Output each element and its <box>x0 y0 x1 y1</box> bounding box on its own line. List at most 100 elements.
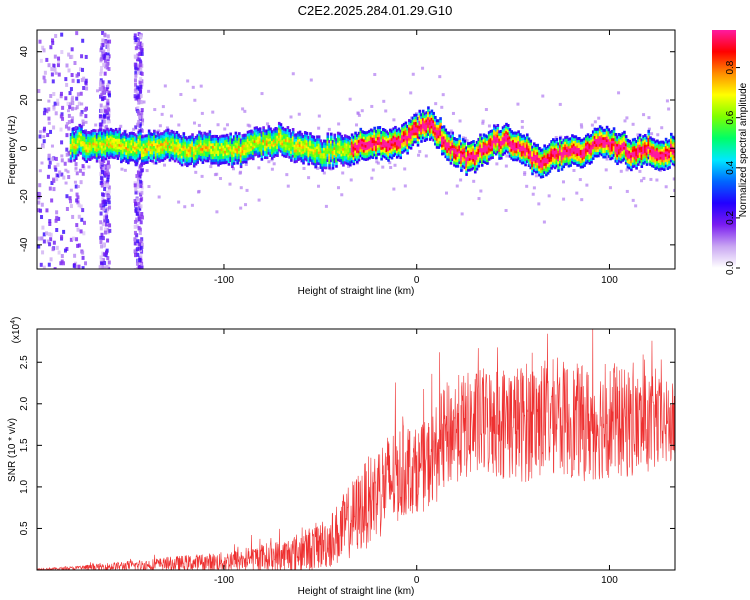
spectrogram-cell <box>541 159 545 163</box>
spectrogram-cell <box>413 116 416 120</box>
spectrogram-cell <box>76 137 80 141</box>
spectrogram-cell <box>349 139 352 143</box>
spectrogram-cell <box>300 132 304 136</box>
spectrogram-cell <box>244 155 248 159</box>
spectrogram-cell <box>56 162 60 167</box>
spectrogram-cell <box>99 147 102 151</box>
spectrogram-cell <box>220 155 224 159</box>
spectrogram-cell <box>513 158 517 162</box>
spectrogram-cell <box>493 129 496 133</box>
spectrogram-cell <box>307 162 311 166</box>
spectrogram-cell <box>135 261 139 266</box>
spectrogram-cell <box>177 149 180 153</box>
spectrogram-cell <box>127 158 130 162</box>
spectrogram-cell <box>640 146 644 150</box>
spectrogram-cell <box>512 150 515 154</box>
spectrogram-cell <box>70 100 74 105</box>
spectrogram-cell <box>657 154 661 158</box>
spectrogram-cell <box>303 131 307 135</box>
spectrogram-cell <box>107 148 111 152</box>
spectrogram-cell <box>203 134 206 138</box>
spectrogram-cell <box>120 136 123 140</box>
spectrogram-cell <box>524 147 527 151</box>
spectrogram-cell <box>461 138 465 142</box>
spectrogram-cell <box>99 171 103 176</box>
spectrogram-cell <box>198 135 201 139</box>
spectrogram-cell <box>80 151 83 155</box>
spectrogram-cell <box>76 243 80 248</box>
spectrogram-cell <box>246 130 250 134</box>
spectrogram-cell <box>434 139 437 143</box>
spectrogram-cell <box>581 162 585 166</box>
spectrogram-cell <box>140 108 144 113</box>
spectrogram-cell <box>105 264 109 269</box>
spectrogram-cell <box>333 149 337 153</box>
spectrogram-cell <box>100 92 104 97</box>
spectrogram-cell <box>408 119 411 123</box>
spectrogram-cell <box>262 126 265 130</box>
spectrogram-cell <box>335 154 338 158</box>
spectrogram-cell <box>654 158 657 162</box>
spectrogram-cell <box>408 124 411 128</box>
spectrogram-cell <box>128 148 132 152</box>
spectrogram-cell <box>295 151 298 155</box>
spectrogram-cell <box>555 151 559 155</box>
spectrogram-cell <box>505 125 508 129</box>
spectrogram-cell <box>607 144 611 148</box>
spectrogram-cell <box>116 140 120 144</box>
spectrogram-cell <box>630 160 633 164</box>
spectrogram-cell <box>637 154 640 158</box>
spectrogram-cell <box>231 141 234 145</box>
spectrogram-cell <box>100 206 104 211</box>
spectrogram-cell <box>151 138 154 142</box>
spectrogram-cell <box>205 148 208 152</box>
spectrogram-cell <box>602 136 605 140</box>
spectrogram-cell <box>460 145 463 149</box>
spectrogram-cell <box>71 154 75 158</box>
spectrogram-cell <box>493 140 496 144</box>
spectrogram-cell <box>147 134 151 138</box>
spectrogram-cell <box>61 105 65 110</box>
spectrogram-cell <box>73 134 76 138</box>
spectrogram-cell <box>524 160 527 164</box>
spectrogram-cell <box>340 148 343 152</box>
spectrogram-cell <box>397 143 401 147</box>
spectrogram-cell <box>387 137 390 141</box>
spectrogram-cell <box>472 150 475 154</box>
spectrogram-cell <box>390 153 394 157</box>
spectrogram-cell <box>238 156 241 160</box>
spectrogram-cell <box>473 149 477 153</box>
spectrogram-cell <box>146 144 149 148</box>
spectrogram-cell <box>206 143 210 147</box>
spectrogram-cell <box>626 162 630 166</box>
spectrogram-cell <box>199 137 203 141</box>
spectrogram-cell <box>298 157 302 161</box>
spectrogram-cell <box>611 140 614 144</box>
spectrogram-cell <box>565 135 569 139</box>
spectrogram-cell <box>546 153 550 157</box>
spectrogram-cell <box>434 131 437 135</box>
spectrogram-cell <box>427 111 430 115</box>
spectrogram-cell <box>359 143 363 147</box>
spectrogram-cell <box>624 145 628 149</box>
spectrogram-cell <box>638 149 642 153</box>
spectrogram-cell <box>557 166 560 170</box>
spectrogram-cell <box>154 150 158 154</box>
spectrogram-cell <box>616 135 619 139</box>
spectrogram-cell <box>194 135 198 139</box>
spectrogram-cell <box>206 148 210 152</box>
spectrogram-cell <box>420 121 423 125</box>
spectrogram-cell <box>135 156 139 160</box>
spectrogram-cell <box>531 169 534 173</box>
spectrogram-cell <box>138 80 142 85</box>
spectrogram-cell <box>144 153 147 157</box>
spectrogram-cell <box>333 144 337 148</box>
spectrogram-cell <box>248 132 252 136</box>
spectrogram-cell <box>38 169 42 173</box>
spectrogram-cell <box>77 101 81 106</box>
spectrogram-cell <box>604 144 607 148</box>
spectrogram-cell <box>47 116 51 121</box>
spectrogram-cell <box>626 149 630 153</box>
spectrogram-cell <box>430 125 434 129</box>
spectrogram-cell <box>50 72 54 77</box>
